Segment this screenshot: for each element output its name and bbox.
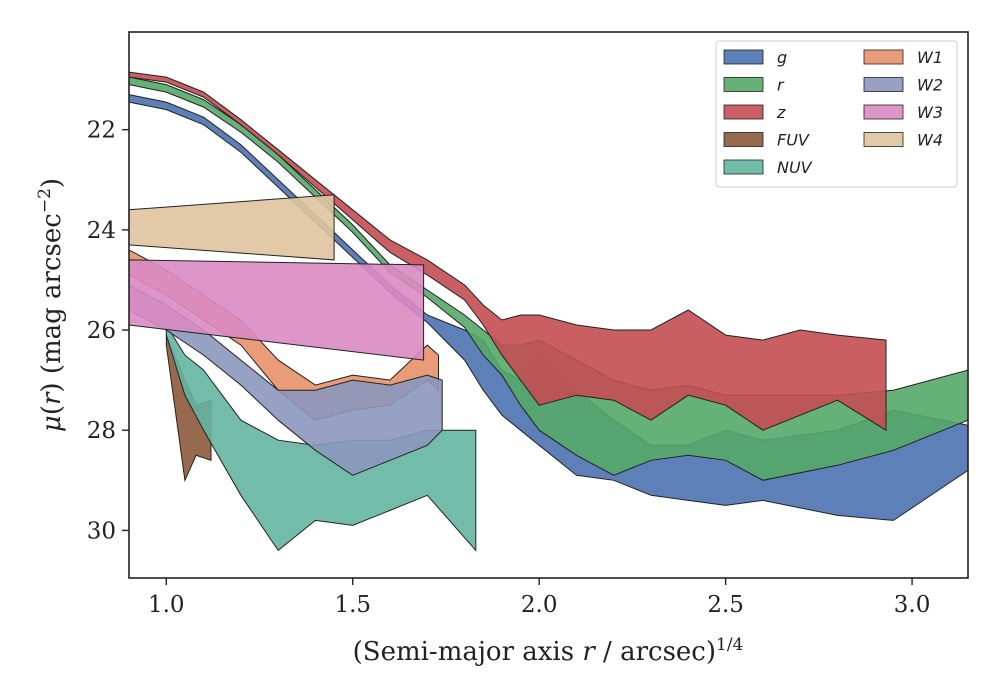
legend-label-w1: W1 [917,48,943,67]
legend-swatch-r [723,77,764,92]
legend-swatch-fuv [723,132,764,147]
legend-swatch-w4 [863,132,904,147]
legend-swatch-nuv [723,159,764,175]
legend-label-z: z [776,103,786,122]
legend-swatch-w1 [863,49,904,65]
band-w2 [129,284,443,476]
x-tick-label: 1.5 [334,592,371,618]
x-tick-label: 1.0 [148,592,185,618]
x-tick-label: 3.0 [894,592,931,618]
x-tick-label: 2.0 [521,592,558,618]
y-tick-label: 22 [87,118,116,144]
y-axis-label: μ(r) (mag arcsec−2) [35,178,67,432]
y-tick-label: 30 [87,518,116,544]
legend-swatch-w2 [863,77,904,92]
legend-label-nuv: NUV [777,158,813,177]
axes-frame [128,31,969,579]
plot-area [129,71,968,552]
legend: grz FUV NUV W1 W2 W3 W4 [715,40,958,188]
legend-swatch-g [723,49,764,65]
legend-label-w4: W4 [917,131,943,150]
y-tick-label: 24 [87,218,116,244]
y-tick-label: 26 [87,318,116,344]
x-axis-label: (Semi-major axis r / arcsec)1/4 [353,635,744,667]
x-tick-label: 2.5 [707,592,744,618]
y-tick-label: 28 [87,418,116,444]
legend-label-g: g [777,48,787,67]
axis-ticks: 1.0 1.5 2.0 2.5 3.0 22 24 26 28 30 [87,118,931,618]
legend-label-r: r [777,76,785,95]
legend-label-fuv: FUV [777,131,810,150]
band-nuv [165,323,477,552]
band-w3 [129,259,425,361]
legend-label-w2: W2 [917,76,943,95]
legend-label-w3: W3 [917,103,943,122]
band-w4 [129,194,335,261]
legend-swatch-w3 [863,104,904,120]
band-z [129,71,887,432]
legend-swatch-z [723,104,764,120]
